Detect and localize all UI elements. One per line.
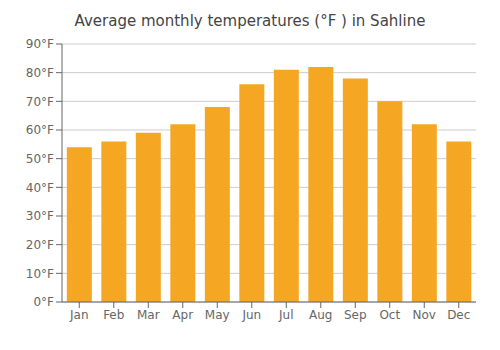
svg-text:Oct: Oct [379,308,400,322]
svg-text:Dec: Dec [447,308,470,322]
svg-text:Jul: Jul [278,308,293,322]
svg-text:70°F: 70°F [26,95,54,109]
svg-text:Feb: Feb [103,308,124,322]
svg-text:10°F: 10°F [26,267,54,281]
svg-text:Nov: Nov [413,308,436,322]
svg-text:80°F: 80°F [26,66,54,80]
svg-text:May: May [205,308,230,322]
svg-text:Jun: Jun [241,308,261,322]
svg-text:Aug: Aug [309,308,332,322]
svg-text:0°F: 0°F [33,295,54,309]
svg-text:20°F: 20°F [26,238,54,252]
svg-text:Apr: Apr [172,308,193,322]
html-text:Average monthly temperatures (: Average monthly temperatures (°F ) in Sa… [74,12,426,30]
svg-text:Jan: Jan [69,308,89,322]
svg-text:60°F: 60°F [26,123,54,137]
svg-text:40°F: 40°F [26,181,54,195]
svg-text:50°F: 50°F [26,152,54,166]
svg-text:Sep: Sep [344,308,367,322]
svg-text:Mar: Mar [137,308,160,322]
svg-text:90°F: 90°F [26,37,54,51]
svg-text:30°F: 30°F [26,209,54,223]
